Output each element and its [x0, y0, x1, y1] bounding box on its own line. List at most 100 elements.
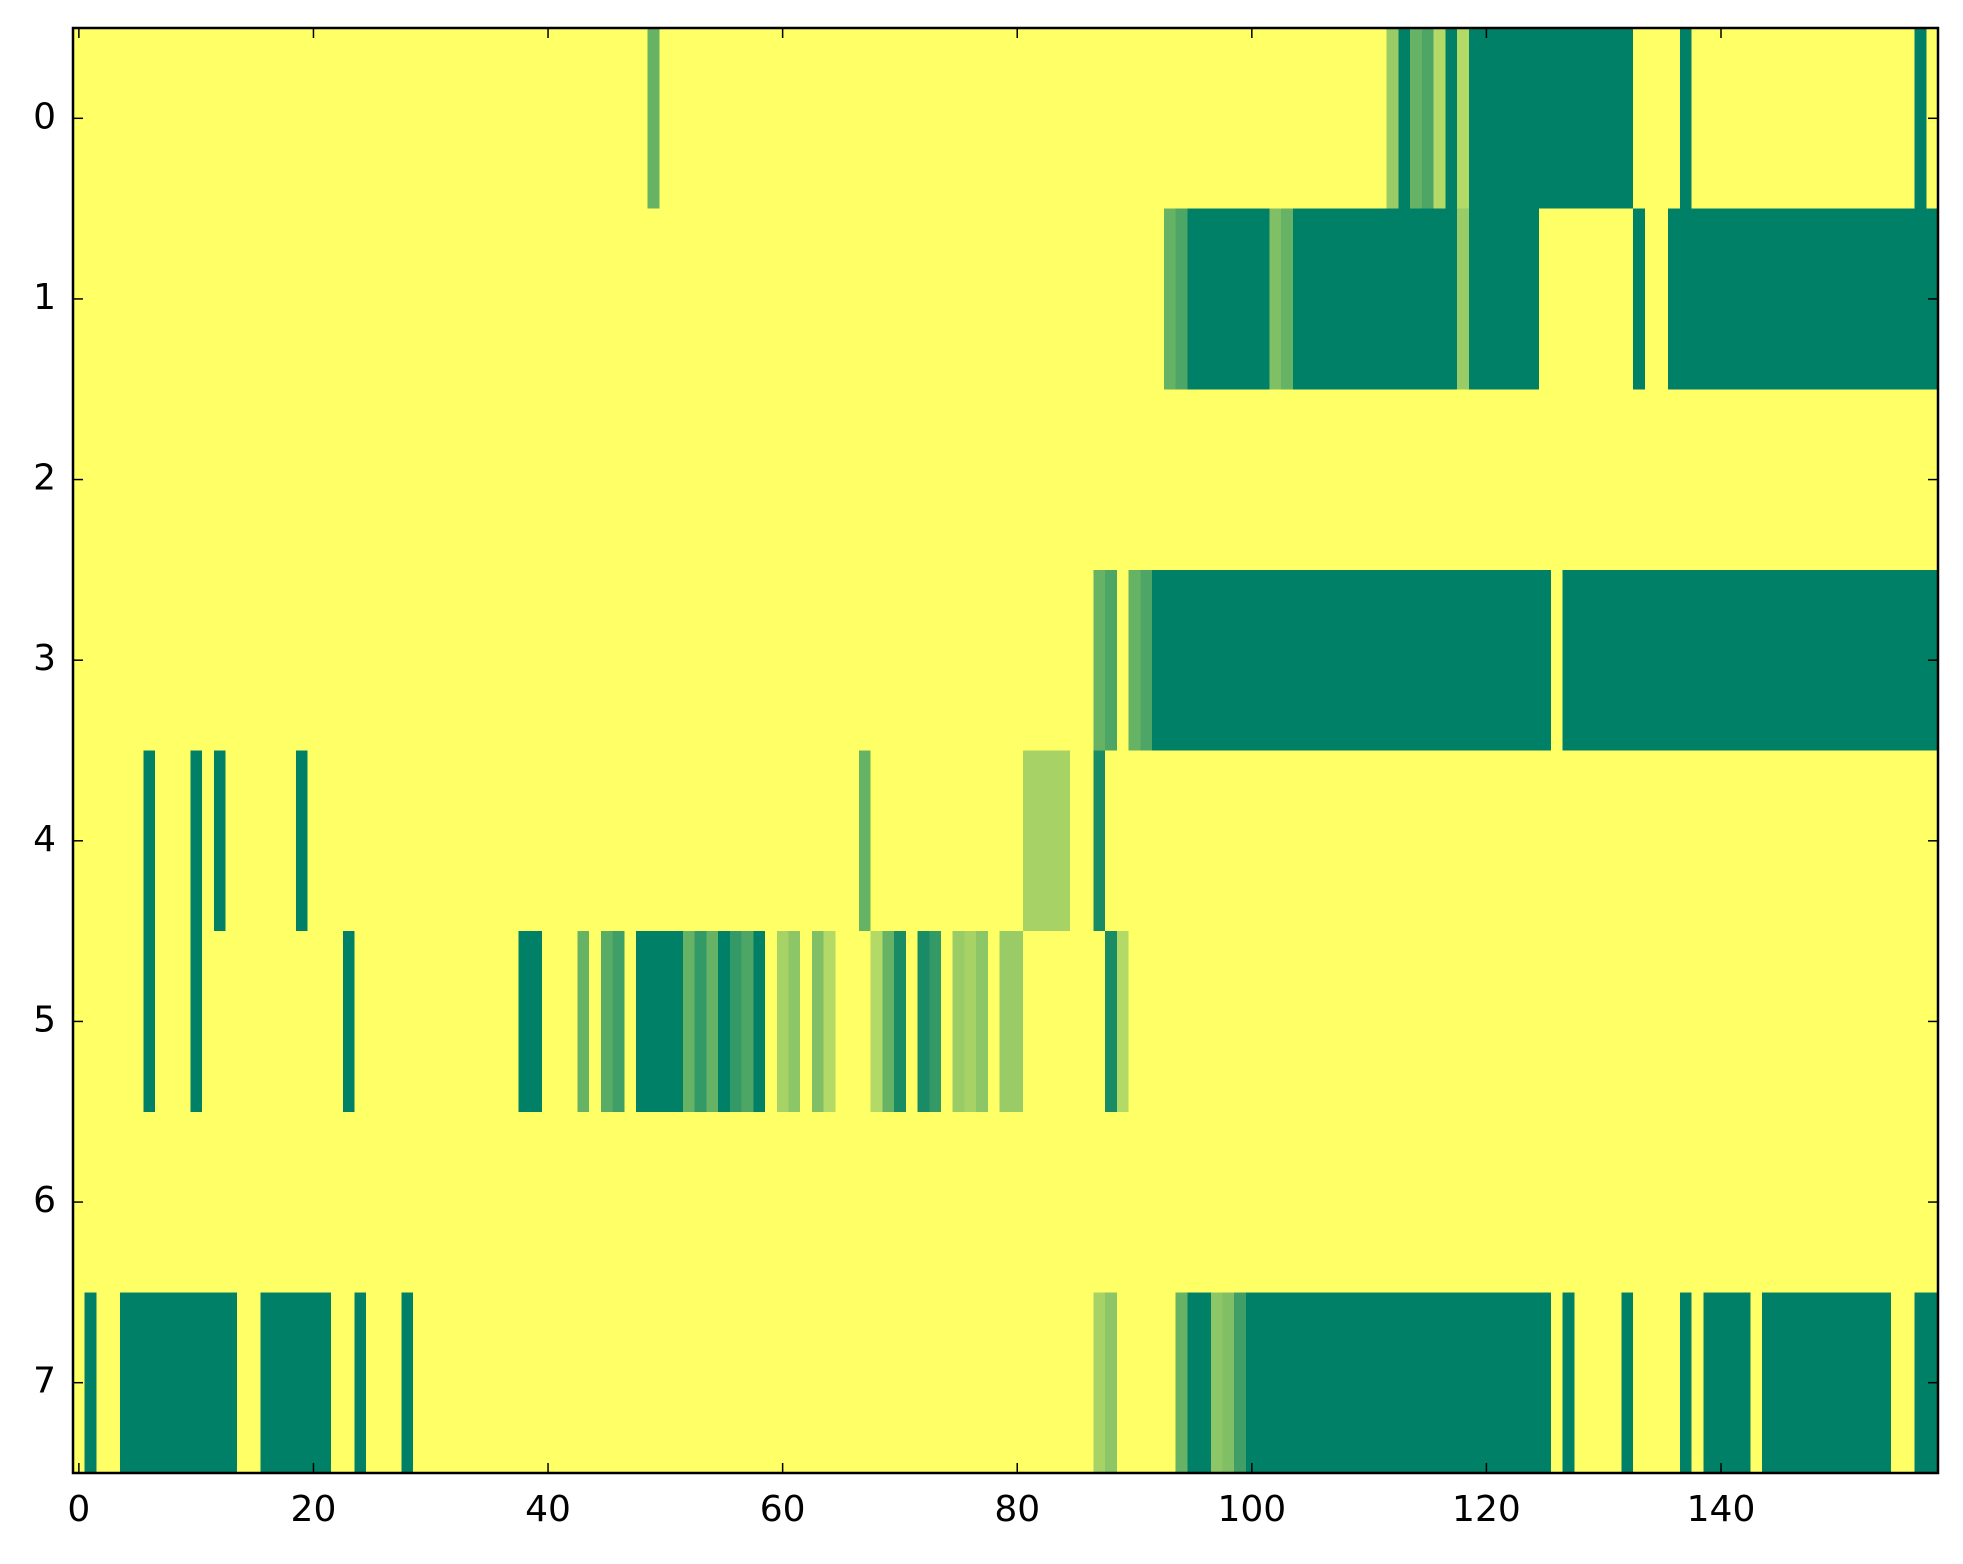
- heatmap-cell: [1609, 931, 1622, 1113]
- heatmap-cell: [1820, 1111, 1834, 1293]
- heatmap-cell: [1058, 389, 1071, 571]
- heatmap-cell: [307, 750, 320, 932]
- heatmap-cell: [671, 569, 684, 752]
- heatmap-cell: [506, 1292, 520, 1474]
- heatmap-cell: [694, 389, 707, 571]
- heatmap-cell: [1374, 750, 1388, 932]
- heatmap-cell: [882, 1292, 895, 1474]
- heatmap-cell: [424, 1292, 438, 1474]
- heatmap-cell: [1058, 931, 1071, 1113]
- heatmap-cell: [589, 28, 602, 210]
- heatmap-cell: [1492, 208, 1505, 390]
- heatmap-cell: [706, 931, 719, 1113]
- heatmap-cell: [131, 931, 144, 1113]
- heatmap-cell: [1691, 208, 1705, 390]
- heatmap-cell: [354, 208, 367, 390]
- heatmap-cell: [1070, 750, 1083, 932]
- heatmap-cell: [882, 1111, 895, 1293]
- heatmap-cell: [753, 931, 766, 1113]
- heatmap-cell: [1726, 1111, 1740, 1293]
- heatmap-cell: [542, 28, 555, 210]
- heatmap-cell: [1468, 931, 1482, 1113]
- heatmap-cell: [694, 28, 707, 210]
- heatmap-cell: [1011, 28, 1024, 210]
- heatmap-cell: [976, 28, 989, 210]
- heatmap-cell: [1105, 750, 1118, 932]
- heatmap-cell: [495, 569, 508, 752]
- heatmap-cell: [1762, 389, 1775, 571]
- heatmap-cell: [1609, 750, 1622, 932]
- heatmap-cell: [377, 931, 391, 1113]
- heatmap-cell: [1210, 1292, 1224, 1474]
- heatmap-cell: [1116, 931, 1130, 1113]
- heatmap-cell: [1574, 569, 1587, 752]
- heatmap-cell: [1222, 1292, 1235, 1474]
- heatmap-cell: [636, 1111, 649, 1293]
- heatmap-cell: [741, 1292, 754, 1474]
- heatmap-cell: [1621, 931, 1634, 1113]
- heatmap-cell: [1808, 1111, 1822, 1293]
- heatmap-cell: [1597, 28, 1611, 210]
- heatmap-cell: [1070, 208, 1083, 390]
- heatmap-cell: [530, 750, 543, 932]
- heatmap-cell: [1187, 750, 1200, 932]
- heatmap-cell: [1867, 1111, 1880, 1293]
- heatmap-cell: [1175, 208, 1188, 390]
- heatmap-cell: [1844, 389, 1857, 571]
- heatmap-cell: [636, 208, 649, 390]
- heatmap-cell: [682, 750, 696, 932]
- heatmap-cell: [1902, 569, 1916, 752]
- heatmap-cell: [1808, 208, 1822, 390]
- heatmap-cell: [1762, 1292, 1775, 1474]
- heatmap-cell: [1093, 1111, 1106, 1293]
- heatmap-cell: [1891, 750, 1904, 932]
- heatmap-cell: [917, 208, 930, 390]
- heatmap-cell: [1245, 569, 1259, 752]
- heatmap-cell: [1515, 931, 1529, 1113]
- heatmap-cell: [847, 569, 860, 752]
- heatmap-cell: [506, 28, 520, 210]
- heatmap-cell: [835, 750, 848, 932]
- heatmap-cell: [870, 1292, 883, 1474]
- heatmap-cell: [1281, 208, 1294, 390]
- x-tick-label: 140: [1687, 1489, 1756, 1530]
- heatmap-cell: [718, 1292, 731, 1474]
- heatmap-cell: [1457, 931, 1470, 1113]
- heatmap-cell: [905, 28, 919, 210]
- heatmap-cell: [202, 208, 215, 390]
- heatmap-cell: [847, 28, 860, 210]
- heatmap-cell: [155, 1292, 168, 1474]
- heatmap-cell: [800, 1111, 813, 1293]
- heatmap-cell: [624, 1292, 637, 1474]
- heatmap-cell: [460, 1111, 473, 1293]
- heatmap-cell: [1785, 389, 1798, 571]
- heatmap-cell: [1374, 208, 1388, 390]
- heatmap-cell: [366, 1292, 379, 1474]
- heatmap-cell: [765, 208, 778, 390]
- heatmap-cell: [894, 28, 907, 210]
- heatmap-cell: [1410, 1111, 1423, 1293]
- heatmap-cell: [1433, 931, 1446, 1113]
- heatmap-cell: [1480, 569, 1493, 752]
- heatmap-cell: [577, 208, 590, 390]
- heatmap-cell: [1257, 208, 1271, 390]
- heatmap-cell: [213, 750, 227, 932]
- heatmap-cell: [225, 750, 238, 932]
- heatmap-cell: [1269, 389, 1282, 571]
- heatmap-cell: [636, 28, 649, 210]
- heatmap-cell: [1163, 208, 1177, 390]
- heatmap-cell: [1351, 1292, 1364, 1474]
- heatmap-cell: [1820, 208, 1834, 390]
- heatmap-cell: [1550, 750, 1564, 932]
- heatmap-cell: [624, 569, 637, 752]
- heatmap-cell: [1269, 569, 1282, 752]
- heatmap-cell: [1152, 931, 1165, 1113]
- heatmap-cell: [1562, 750, 1575, 932]
- heatmap-cell: [976, 208, 989, 390]
- heatmap-cell: [1691, 389, 1705, 571]
- heatmap-cell: [460, 1292, 473, 1474]
- heatmap-cell: [331, 389, 344, 571]
- heatmap-cell: [1855, 208, 1869, 390]
- heatmap-cell: [1539, 750, 1552, 932]
- heatmap-cell: [1257, 931, 1271, 1113]
